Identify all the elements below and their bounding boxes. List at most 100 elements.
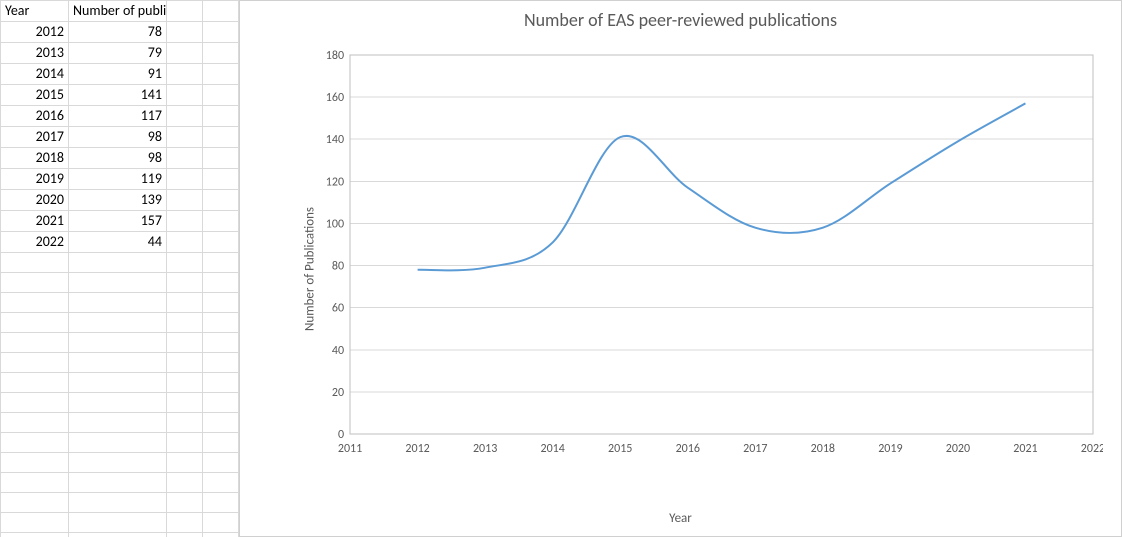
cell-blank[interactable] <box>203 43 239 64</box>
cell-blank[interactable] <box>203 273 239 293</box>
cell-blank[interactable] <box>203 393 239 413</box>
cell-blank[interactable] <box>203 127 239 148</box>
cell-blank[interactable] <box>203 106 239 127</box>
cell-blank[interactable] <box>69 413 167 433</box>
cell-year[interactable]: 2021 <box>1 211 69 232</box>
cell-blank[interactable] <box>203 293 239 313</box>
cell-blank[interactable] <box>167 22 203 43</box>
cell-blank[interactable] <box>167 453 203 473</box>
col-header-blank-1[interactable] <box>167 1 203 22</box>
cell-blank[interactable] <box>69 253 167 273</box>
cell-blank[interactable] <box>1 293 69 313</box>
cell-blank[interactable] <box>69 533 167 537</box>
cell-blank[interactable] <box>167 373 203 393</box>
cell-blank[interactable] <box>167 169 203 190</box>
cell-blank[interactable] <box>167 513 203 533</box>
cell-blank[interactable] <box>69 453 167 473</box>
cell-year[interactable]: 2014 <box>1 64 69 85</box>
cell-year[interactable]: 2016 <box>1 106 69 127</box>
cell-year[interactable]: 2019 <box>1 169 69 190</box>
cell-blank[interactable] <box>69 273 167 293</box>
cell-blank[interactable] <box>203 513 239 533</box>
cell-blank[interactable] <box>69 333 167 353</box>
cell-blank[interactable] <box>167 106 203 127</box>
cell-blank[interactable] <box>1 353 69 373</box>
cell-blank[interactable] <box>69 513 167 533</box>
cell-blank[interactable] <box>203 22 239 43</box>
cell-value[interactable]: 91 <box>69 64 167 85</box>
col-header-blank-2[interactable] <box>203 1 239 22</box>
cell-year[interactable]: 2015 <box>1 85 69 106</box>
cell-blank[interactable] <box>203 85 239 106</box>
cell-blank[interactable] <box>1 313 69 333</box>
cell-blank[interactable] <box>167 413 203 433</box>
cell-blank[interactable] <box>167 190 203 211</box>
cell-year[interactable]: 2020 <box>1 190 69 211</box>
cell-blank[interactable] <box>203 253 239 273</box>
cell-blank[interactable] <box>203 473 239 493</box>
cell-year[interactable]: 2022 <box>1 232 69 253</box>
cell-blank[interactable] <box>167 533 203 537</box>
cell-blank[interactable] <box>69 293 167 313</box>
col-header-value[interactable]: Number of publications <box>69 1 167 22</box>
cell-blank[interactable] <box>167 64 203 85</box>
cell-blank[interactable] <box>69 373 167 393</box>
cell-value[interactable]: 117 <box>69 106 167 127</box>
cell-blank[interactable] <box>203 313 239 333</box>
cell-blank[interactable] <box>1 433 69 453</box>
cell-value[interactable]: 44 <box>69 232 167 253</box>
cell-blank[interactable] <box>203 232 239 253</box>
cell-blank[interactable] <box>69 313 167 333</box>
cell-blank[interactable] <box>1 253 69 273</box>
cell-value[interactable]: 139 <box>69 190 167 211</box>
cell-year[interactable]: 2012 <box>1 22 69 43</box>
cell-blank[interactable] <box>203 353 239 373</box>
cell-value[interactable]: 78 <box>69 22 167 43</box>
cell-blank[interactable] <box>167 493 203 513</box>
cell-blank[interactable] <box>203 169 239 190</box>
cell-blank[interactable] <box>203 533 239 537</box>
cell-value[interactable]: 98 <box>69 127 167 148</box>
col-header-year[interactable]: Year <box>1 1 69 22</box>
cell-blank[interactable] <box>1 373 69 393</box>
cell-blank[interactable] <box>1 393 69 413</box>
cell-blank[interactable] <box>69 393 167 413</box>
cell-blank[interactable] <box>203 373 239 393</box>
cell-blank[interactable] <box>167 433 203 453</box>
cell-blank[interactable] <box>203 333 239 353</box>
cell-blank[interactable] <box>1 493 69 513</box>
cell-year[interactable]: 2013 <box>1 43 69 64</box>
cell-blank[interactable] <box>203 64 239 85</box>
cell-blank[interactable] <box>69 433 167 453</box>
cell-blank[interactable] <box>167 353 203 373</box>
cell-blank[interactable] <box>203 148 239 169</box>
cell-blank[interactable] <box>167 148 203 169</box>
cell-blank[interactable] <box>203 433 239 453</box>
cell-blank[interactable] <box>167 273 203 293</box>
cell-blank[interactable] <box>1 413 69 433</box>
cell-blank[interactable] <box>167 253 203 273</box>
cell-blank[interactable] <box>1 273 69 293</box>
cell-blank[interactable] <box>1 513 69 533</box>
cell-value[interactable]: 119 <box>69 169 167 190</box>
cell-blank[interactable] <box>203 453 239 473</box>
cell-blank[interactable] <box>167 293 203 313</box>
cell-blank[interactable] <box>167 473 203 493</box>
cell-blank[interactable] <box>203 413 239 433</box>
cell-year[interactable]: 2018 <box>1 148 69 169</box>
cell-blank[interactable] <box>1 473 69 493</box>
cell-blank[interactable] <box>167 333 203 353</box>
cell-blank[interactable] <box>167 313 203 333</box>
cell-blank[interactable] <box>1 533 69 537</box>
cell-blank[interactable] <box>1 333 69 353</box>
cell-blank[interactable] <box>167 393 203 413</box>
cell-blank[interactable] <box>167 85 203 106</box>
cell-blank[interactable] <box>167 232 203 253</box>
cell-blank[interactable] <box>167 127 203 148</box>
cell-value[interactable]: 157 <box>69 211 167 232</box>
cell-value[interactable]: 141 <box>69 85 167 106</box>
cell-blank[interactable] <box>1 453 69 473</box>
cell-blank[interactable] <box>167 211 203 232</box>
cell-blank[interactable] <box>69 353 167 373</box>
cell-year[interactable]: 2017 <box>1 127 69 148</box>
